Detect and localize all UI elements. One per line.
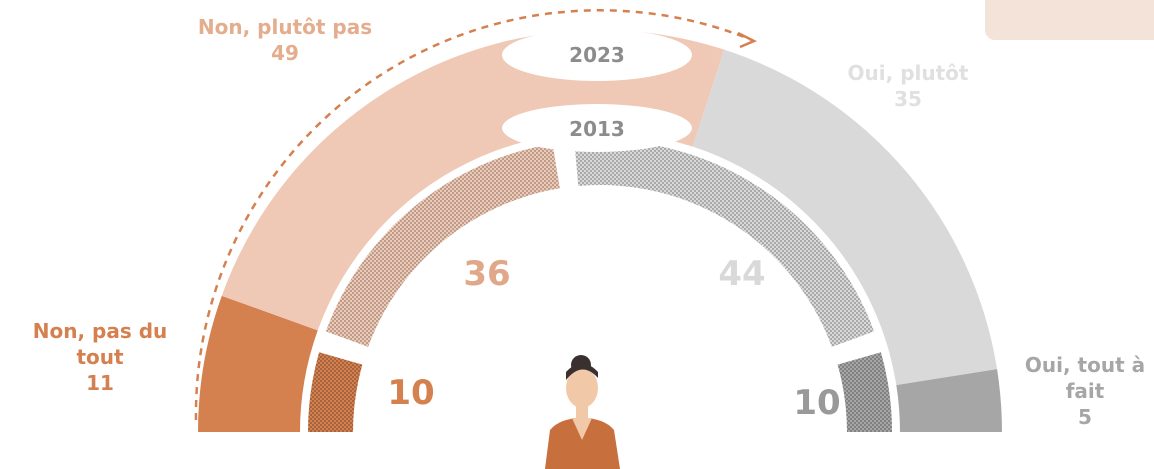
value-label: 5 bbox=[1020, 404, 1150, 430]
arrow-head bbox=[738, 33, 754, 47]
category-name: Non, pas du tout bbox=[10, 318, 190, 370]
category-name: Non, plutôt pas bbox=[160, 14, 410, 40]
value-label: 44 bbox=[718, 254, 765, 294]
value-label: 10 bbox=[387, 373, 434, 413]
category-name: Oui, tout à fait bbox=[1020, 352, 1150, 404]
hatch bbox=[838, 352, 892, 432]
person-illustration bbox=[545, 355, 620, 469]
value-label: 11 bbox=[10, 370, 190, 396]
page: 2023 2013 Non, pas du tout11 Non, plutôt … bbox=[0, 0, 1154, 469]
hatch bbox=[308, 352, 362, 432]
year-label: 2023 bbox=[569, 43, 625, 67]
value-label: 36 bbox=[463, 254, 510, 294]
category-name: Oui, plutôt bbox=[818, 60, 998, 86]
value-label: 35 bbox=[818, 86, 998, 112]
value-label: 49 bbox=[160, 40, 410, 66]
year-label: 2013 bbox=[569, 117, 625, 141]
corner-box bbox=[985, 0, 1154, 40]
value-label: 10 bbox=[793, 383, 840, 423]
